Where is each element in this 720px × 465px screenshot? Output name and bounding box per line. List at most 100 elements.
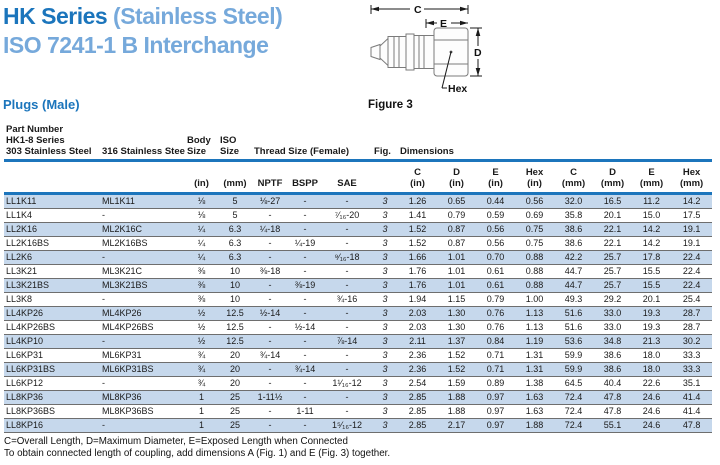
cell-11: 1.63	[515, 390, 555, 405]
cell-5: 1-11	[288, 404, 322, 419]
cell-7: 3	[372, 264, 399, 279]
cell-0: LL4KP26BS	[4, 320, 100, 335]
cell-14: 14.2	[632, 222, 672, 237]
cell-0: LL6KP31	[4, 348, 100, 363]
cell-9: 2.17	[437, 418, 477, 433]
cell-14: 20.1	[632, 292, 672, 307]
cell-11: 1.88	[515, 418, 555, 433]
spacer-cell	[372, 160, 399, 195]
table-row: LL3K21BS ML3K21BS ⅜ 10- ⅜-19-3 1.76 1.01 0.61 0.…	[4, 278, 713, 293]
cell-8: 2.03	[398, 306, 438, 321]
cell-8: 1.52	[398, 236, 438, 251]
cell-13: 16.5	[593, 193, 633, 209]
col-header-iso-size: ISO Size	[218, 124, 252, 162]
cell-3: 12.5	[218, 334, 252, 349]
cell-1: ML2K16BS	[100, 236, 185, 251]
cell-9: 0.87	[437, 236, 477, 251]
title-line-1: HK Series (Stainless Steel)	[3, 2, 283, 31]
plug-body	[387, 36, 407, 68]
cell-12: 72.4	[554, 404, 594, 419]
cell-10: 0.59	[476, 208, 516, 223]
cell-13: 38.6	[593, 348, 633, 363]
spacer-cell	[4, 160, 100, 195]
cell-14: 17.8	[632, 250, 672, 265]
cell-10: 0.44	[476, 193, 516, 209]
cell-4: ½-14	[252, 306, 288, 321]
cell-0: LL4KP10	[4, 334, 100, 349]
table-row: LL4KP26BS ML4KP26BS ½ 12.5- ½-14-3 2.03 1.30 0.…	[4, 320, 713, 335]
cell-1: ML2K16C	[100, 222, 185, 237]
col-header-part-316: 316 Stainless Steel	[100, 124, 185, 162]
cell-5: ⅜-19	[288, 278, 322, 293]
cell-8: 2.85	[398, 404, 438, 419]
cell-2: ¾	[185, 376, 218, 391]
cell-3: 10	[218, 292, 252, 307]
cell-12: 42.2	[554, 250, 594, 265]
cell-7: 3	[372, 390, 399, 405]
col-header-e-mm: E (mm)	[632, 160, 672, 195]
cell-0: LL8KP36	[4, 390, 100, 405]
footnotes: C=Overall Length, D=Maximum Diameter, E=…	[4, 436, 390, 460]
table-row: LL2K16BS ML2K16BS ¼ 6.3- ¼-19-3 1.52 0.87 0.56 0…	[4, 236, 713, 251]
cell-13: 25.7	[593, 278, 633, 293]
cell-1: ML6KP31	[100, 348, 185, 363]
cell-11: 0.56	[515, 193, 555, 209]
cell-4: -	[252, 334, 288, 349]
cell-15: 28.7	[671, 306, 713, 321]
cell-10: 0.71	[476, 362, 516, 377]
table-row: LL6KP31BS ML6KP31BS ¾ 20- ¾-14-3 2.36 1.52 0.71…	[4, 362, 713, 377]
cell-5: ¾-14	[288, 362, 322, 377]
figure-3: C E D Hex Figure 3	[358, 2, 528, 118]
cell-7: 3	[372, 376, 399, 391]
cell-3: 5	[218, 208, 252, 223]
cell-0: LL8KP36BS	[4, 404, 100, 419]
cell-6: -	[322, 404, 373, 419]
cell-8: 1.26	[398, 193, 438, 209]
cell-11: 0.75	[515, 236, 555, 251]
table-row: LL3K21 ML3K21C ⅜ 10 ⅜-18- -3 1.76 1.01 0.61 0.88 4…	[4, 264, 713, 279]
cell-5: -	[288, 264, 322, 279]
cell-9: 1.30	[437, 320, 477, 335]
cell-4: -	[252, 418, 288, 433]
col-header-part-303: Part Number HK1-8 Series 303 Stainless S…	[4, 124, 100, 162]
cell-0: LL2K16BS	[4, 236, 100, 251]
cell-10: 0.61	[476, 278, 516, 293]
table-row: LL2K16 ML2K16C ¼ 6.3 ¼-18- -3 1.52 0.87 0.56 0.75…	[4, 222, 713, 237]
cell-5: -	[288, 222, 322, 237]
cell-15: 33.3	[671, 348, 713, 363]
cell-1: -	[100, 334, 185, 349]
cell-8: 2.85	[398, 390, 438, 405]
cell-6: -	[322, 348, 373, 363]
cell-10: 0.79	[476, 292, 516, 307]
table-row: LL4KP26 ML4KP26 ½ 12.5 ½-14- -3 2.03 1.30 0.76 1.…	[4, 306, 713, 321]
cell-4: -	[252, 362, 288, 377]
cell-6: ¾-16	[322, 292, 373, 307]
cell-6: 1⁵⁄₁₆-12	[322, 418, 373, 433]
cell-11: 0.88	[515, 278, 555, 293]
cell-13: 25.7	[593, 264, 633, 279]
cell-14: 24.6	[632, 418, 672, 433]
plug-cone	[379, 37, 389, 67]
cell-6: -	[322, 264, 373, 279]
dim-label-e: E	[440, 18, 447, 30]
cell-12: 38.6	[554, 236, 594, 251]
cell-13: 34.8	[593, 334, 633, 349]
col-header-iso-units: (mm)	[218, 160, 252, 195]
cell-3: 25	[218, 418, 252, 433]
table-row: LL6KP31 ML6KP31 ¾ 20 ¾-14- -3 2.36 1.52 0.71 1.31…	[4, 348, 713, 363]
cell-4: ¼-18	[252, 222, 288, 237]
col-header-hex-in: Hex (in)	[515, 160, 555, 195]
cell-11: 1.19	[515, 334, 555, 349]
col-group-dimensions: Dimensions	[398, 124, 713, 162]
cell-9: 1.37	[437, 334, 477, 349]
cell-13: 25.7	[593, 250, 633, 265]
table-row: LL4KP10- ½ 12.5- - ⅞-14 3 2.11 1.37 0.84 1.19 53.6…	[4, 334, 713, 349]
cell-15: 35.1	[671, 376, 713, 391]
cell-0: LL3K21BS	[4, 278, 100, 293]
cell-14: 24.6	[632, 404, 672, 419]
cell-7: 3	[372, 362, 399, 377]
col-header-d-in: D (in)	[437, 160, 477, 195]
cell-12: 72.4	[554, 390, 594, 405]
cell-3: 20	[218, 348, 252, 363]
cell-14: 22.6	[632, 376, 672, 391]
